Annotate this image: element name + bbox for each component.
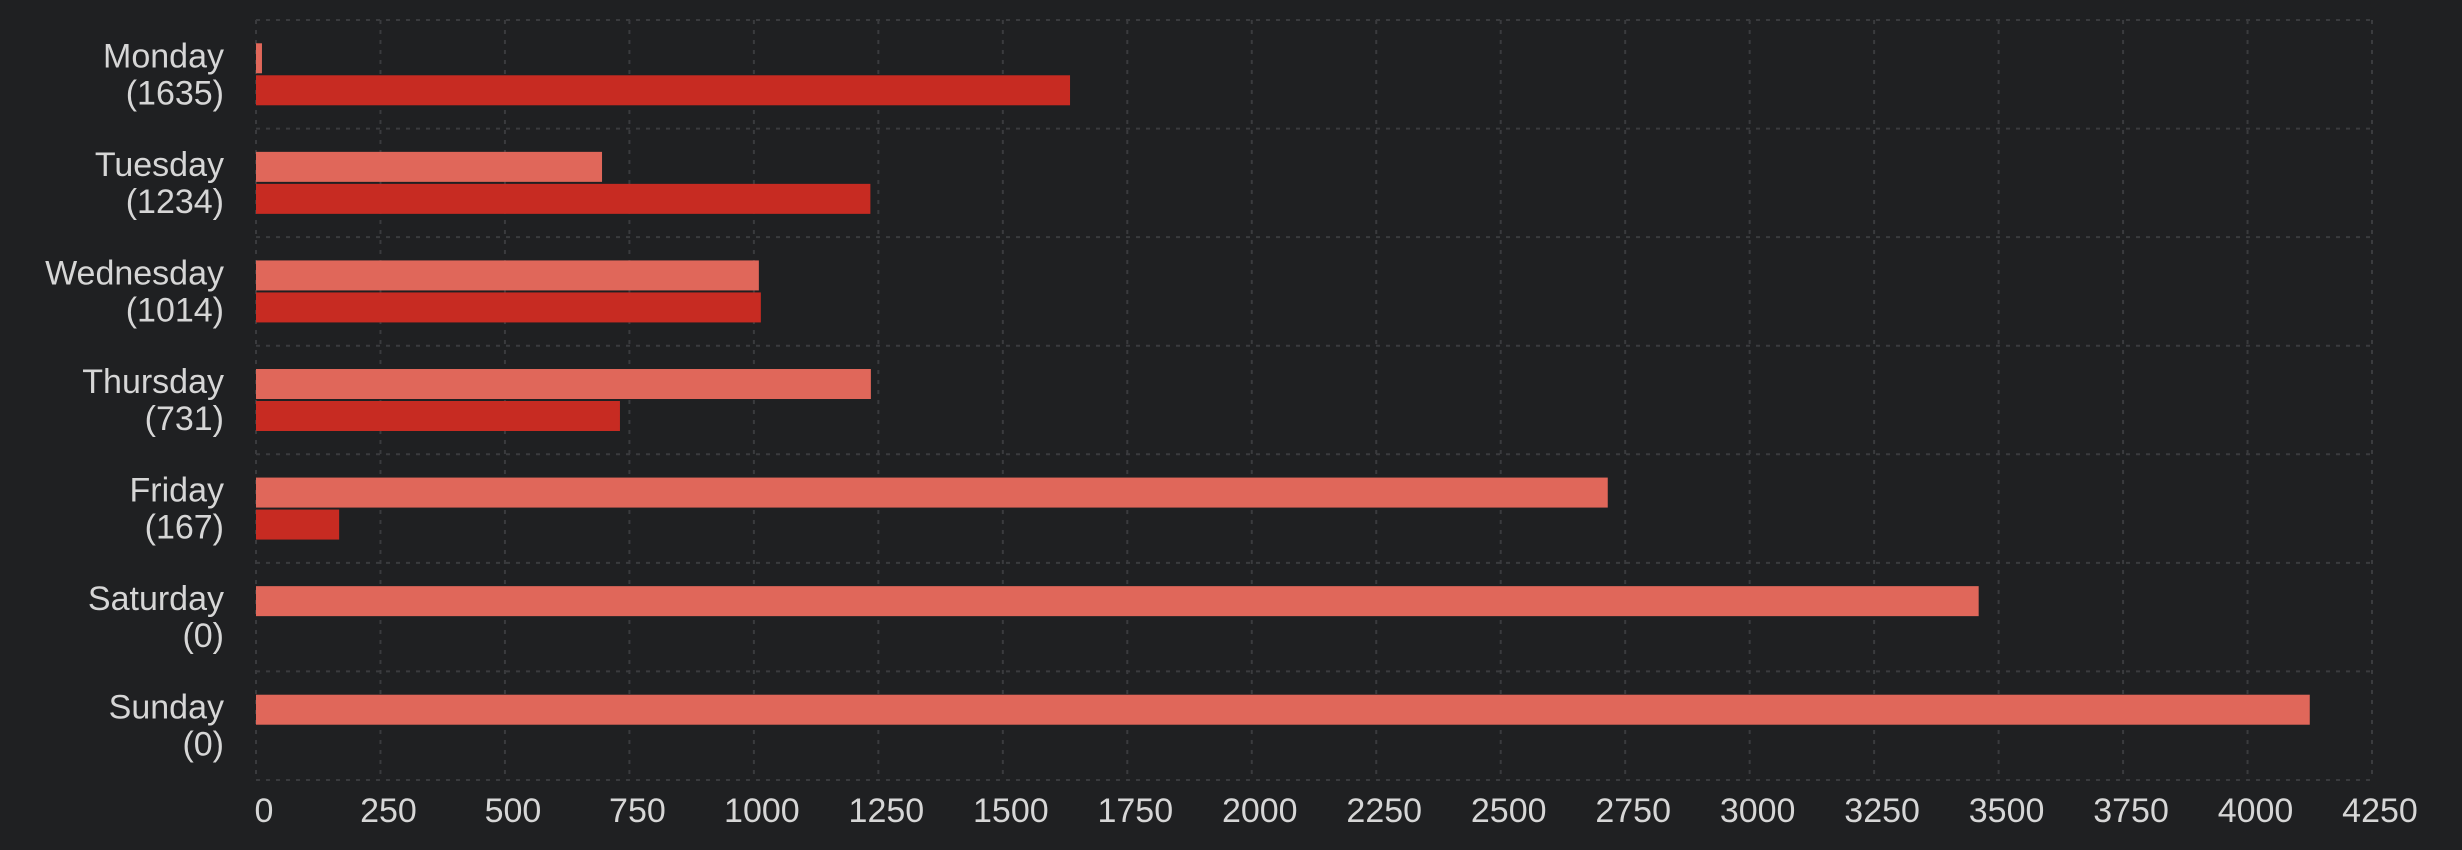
category-label: Sunday: [109, 689, 224, 727]
category-label: Thursday: [82, 363, 224, 401]
bar-series-1-wednesday: [256, 260, 759, 291]
bar-series-1-tuesday: [256, 151, 603, 182]
x-tick-label: 4250: [2342, 792, 2418, 830]
x-tick-label: 250: [360, 792, 417, 830]
category-count-label: (731): [145, 400, 224, 438]
x-tick-label: 500: [485, 792, 542, 830]
bar-series-2-thursday: [256, 401, 620, 431]
x-tick-label: 750: [609, 792, 666, 830]
x-tick-label: 3500: [1969, 792, 2045, 830]
bar-series-1-friday: [256, 477, 1608, 508]
x-tick-label: 0: [255, 792, 274, 830]
category-count-label: (0): [182, 617, 224, 655]
x-tick-label: 4000: [2218, 792, 2294, 830]
x-tick-label: 2750: [1595, 792, 1671, 830]
category-count-label: (167): [145, 509, 224, 547]
bar-series-2-tuesday: [256, 183, 871, 214]
category-count-label: (1014): [126, 291, 224, 329]
grid-lines: [255, 19, 2373, 781]
category-label: Saturday: [88, 580, 224, 618]
x-tick-label: 1750: [1097, 792, 1173, 830]
category-label: Friday: [130, 472, 224, 510]
bar-series-2-friday: [256, 509, 340, 540]
x-tick-label: 1250: [849, 792, 925, 830]
x-tick-label: 2000: [1222, 792, 1298, 830]
category-count-label: (1635): [126, 74, 224, 112]
bar-series-1-sunday: [256, 694, 2310, 725]
category-count-label: (0): [182, 726, 224, 764]
bar-series-2-monday: [256, 75, 1071, 106]
category-label: Monday: [103, 37, 224, 75]
x-tick-label: 3750: [2093, 792, 2169, 830]
x-tick-label: 2500: [1471, 792, 1547, 830]
x-tick-label: 1500: [973, 792, 1049, 830]
bar-series-1-monday: [256, 43, 262, 74]
bars: [256, 43, 2310, 725]
category-label: Tuesday: [95, 146, 224, 184]
x-tick-label: 3000: [1720, 792, 1796, 830]
bar-series-1-saturday: [256, 586, 1979, 617]
x-tick-label: 3250: [1844, 792, 1920, 830]
bar-series-2-wednesday: [256, 292, 761, 323]
category-labels: Monday(1635) Tuesday(1234) Wednesday(1014)…: [45, 37, 224, 763]
x-tick-label: 1000: [724, 792, 800, 830]
x-axis-tick-labels: 0 250 500 750 1000 1250 1500 1750 2000 2250 2500 27…: [255, 792, 2418, 830]
category-count-label: (1234): [126, 183, 224, 221]
category-label: Wednesday: [45, 254, 224, 292]
bar-series-1-thursday: [256, 369, 871, 399]
x-tick-label: 2250: [1346, 792, 1422, 830]
